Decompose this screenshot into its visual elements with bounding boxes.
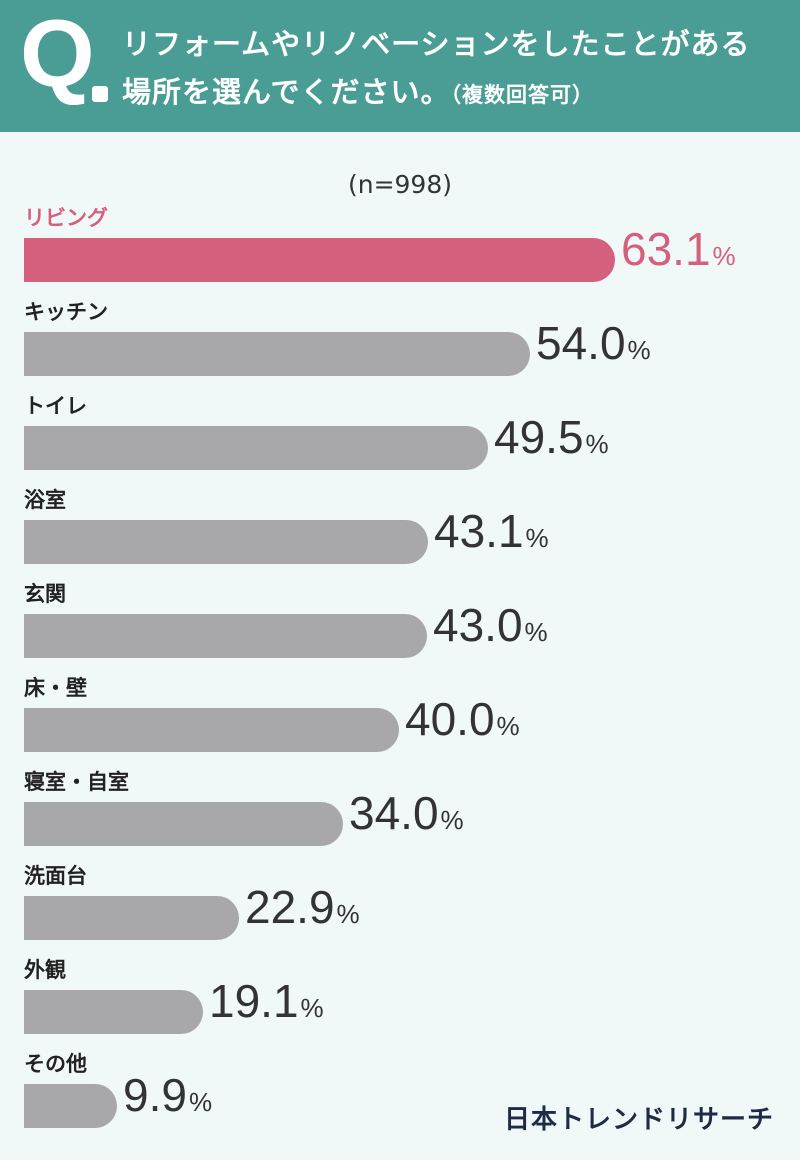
value-label: 40.0% <box>405 696 520 742</box>
brand-logo: 日本トレンドリサーチ <box>503 1105 774 1135</box>
bar-row: その他 9.9% <box>0 1048 800 1142</box>
value-label: 43.0% <box>433 602 548 648</box>
value-number: 63.1 <box>621 223 711 275</box>
value-unit: % <box>300 993 324 1023</box>
bar-row: リビング 63.1% <box>0 202 800 296</box>
value-unit: % <box>627 335 651 365</box>
question-header: Q リフォームやリノベーションをしたことがある 場所を選んでください。（複数回答… <box>0 0 800 132</box>
bar <box>24 1084 117 1128</box>
value-unit: % <box>440 805 464 835</box>
bar-row: 洗面台 22.9% <box>0 860 800 954</box>
category-label: トイレ <box>24 394 87 418</box>
bar-row: 寝室・自室 34.0% <box>0 766 800 860</box>
value-label: 19.1% <box>209 978 324 1024</box>
value-unit: % <box>712 241 736 271</box>
value-number: 43.0 <box>433 599 523 651</box>
bar-row: 外観 19.1% <box>0 954 800 1048</box>
question-note: （複数回答可） <box>450 83 595 107</box>
bar <box>24 708 399 752</box>
value-unit: % <box>496 711 520 741</box>
category-label: 洗面台 <box>24 864 87 888</box>
value-label: 34.0% <box>349 790 464 836</box>
value-number: 9.9 <box>123 1069 187 1121</box>
bar <box>24 426 488 470</box>
value-number: 54.0 <box>536 317 626 369</box>
value-number: 19.1 <box>209 975 299 1027</box>
category-label: 寝室・自室 <box>24 770 129 794</box>
category-label: 床・壁 <box>24 676 87 700</box>
bar <box>24 896 239 940</box>
question-line-2-main: 場所を選んでください。 <box>122 75 451 109</box>
question-line-1: リフォームやリノベーションをしたことがある <box>122 27 751 61</box>
value-label: 9.9% <box>123 1072 212 1118</box>
value-number: 43.1 <box>434 505 524 557</box>
value-label: 63.1% <box>621 226 736 272</box>
value-unit: % <box>188 1087 213 1117</box>
value-label: 43.1% <box>434 508 549 554</box>
value-unit: % <box>585 429 609 459</box>
bar <box>24 990 203 1034</box>
question-mark-dot <box>92 86 108 102</box>
value-unit: % <box>525 523 549 553</box>
category-label: リビング <box>24 206 108 230</box>
bar-row: トイレ 49.5% <box>0 390 800 484</box>
bar <box>24 332 530 376</box>
value-label: 22.9% <box>245 884 360 930</box>
bar <box>24 520 428 564</box>
category-label: 外観 <box>24 958 66 982</box>
question-mark-q: Q <box>20 0 95 107</box>
category-label: 浴室 <box>24 488 66 512</box>
question-line-2: 場所を選んでください。（複数回答可） <box>122 68 792 119</box>
value-unit: % <box>524 617 548 647</box>
category-label: その他 <box>24 1052 87 1076</box>
bar <box>24 614 427 658</box>
value-label: 54.0% <box>536 320 651 366</box>
value-number: 34.0 <box>349 787 439 839</box>
bar-row: キッチン 54.0% <box>0 296 800 390</box>
bar <box>24 802 343 846</box>
sample-size-label: (n=998) <box>347 170 453 199</box>
value-unit: % <box>336 899 360 929</box>
bar-row: 浴室 43.1% <box>0 484 800 578</box>
bar-row: 玄関 43.0% <box>0 578 800 672</box>
bar-row: 床・壁 40.0% <box>0 672 800 766</box>
value-number: 22.9 <box>245 881 335 933</box>
value-number: 49.5 <box>494 411 584 463</box>
category-label: 玄関 <box>24 582 66 606</box>
category-label: キッチン <box>24 300 108 324</box>
value-label: 49.5% <box>494 414 609 460</box>
question-text: リフォームやリノベーションをしたことがある 場所を選んでください。（複数回答可） <box>122 20 792 119</box>
bar <box>24 238 615 282</box>
value-number: 40.0 <box>405 693 495 745</box>
